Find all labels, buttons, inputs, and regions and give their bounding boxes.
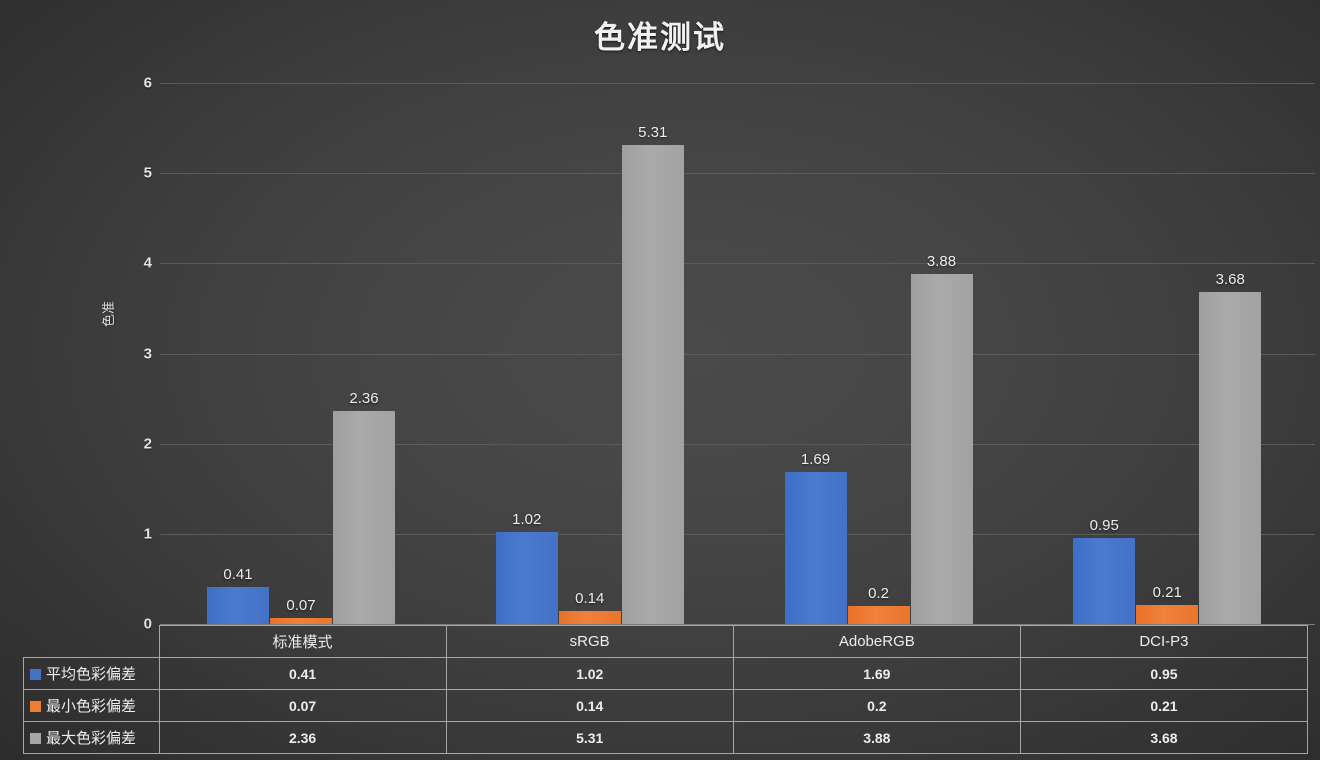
bar-value-label: 1.02 xyxy=(512,511,542,529)
table-cell: 3.88 xyxy=(732,721,1021,754)
table-cell: 1.02 xyxy=(445,657,734,690)
bar-value-label: 0.07 xyxy=(286,596,316,614)
table-cell: 0.07 xyxy=(158,689,447,722)
plot-area: 0.41 0.07 2.36 1.02 0.14 5.31 1.69 0.2 3.88 0.95 0… xyxy=(160,83,1315,625)
table-row: 最大色彩偏差 2.36 5.31 3.88 3.68 xyxy=(23,721,1309,754)
bar[interactable] xyxy=(558,611,621,624)
axis-baseline xyxy=(160,624,1315,625)
table-row: 平均色彩偏差 0.41 1.02 1.69 0.95 xyxy=(23,657,1309,690)
gridline xyxy=(160,83,1315,84)
data-table: 标准模式 sRGB AdobeRGB DCI-P3 平均色彩偏差 0.41 1.02 1.69… xyxy=(23,625,1309,754)
legend-entry[interactable]: 最大色彩偏差 xyxy=(23,721,160,754)
bar-value-label: 3.68 xyxy=(1215,271,1245,289)
category-header-cell: AdobeRGB xyxy=(732,625,1021,658)
gridline xyxy=(160,173,1315,175)
table-corner-cell xyxy=(24,626,160,658)
gridline xyxy=(160,443,1315,445)
gridline xyxy=(160,353,1315,355)
bar[interactable] xyxy=(495,532,558,624)
bar-value-label: 0.2 xyxy=(868,584,889,602)
bar[interactable] xyxy=(270,617,332,624)
table-cell: 0.21 xyxy=(1019,689,1309,722)
table-header-row: 标准模式 sRGB AdobeRGB DCI-P3 xyxy=(24,625,1309,658)
legend-entry[interactable]: 平均色彩偏差 xyxy=(23,657,160,690)
bar[interactable] xyxy=(784,471,847,624)
y-axis-tick-label: 3 xyxy=(143,345,152,362)
bar[interactable] xyxy=(1199,292,1262,624)
legend-entry[interactable]: 最小色彩偏差 xyxy=(23,689,160,722)
y-axis-tick-label: 4 xyxy=(143,254,152,272)
table-cell: 5.31 xyxy=(445,721,734,754)
bar-group: 0.95 0.21 3.68 xyxy=(1026,83,1315,624)
table-cell: 0.95 xyxy=(1019,657,1309,690)
y-axis-tick-label: 1 xyxy=(143,525,152,543)
y-axis-tick-label: 6 xyxy=(143,74,152,92)
legend-label: 平均色彩偏差 xyxy=(46,666,137,683)
bar-group: 0.41 0.07 2.36 xyxy=(160,83,449,624)
blue-swatch-icon xyxy=(30,669,41,680)
category-header-cell: sRGB xyxy=(445,625,734,658)
bar[interactable] xyxy=(910,274,973,624)
bar-value-label: 1.69 xyxy=(800,450,831,468)
bar-group: 1.69 0.2 3.88 xyxy=(738,83,1027,624)
bar-value-label: 0.95 xyxy=(1089,517,1119,535)
bar[interactable] xyxy=(847,605,910,624)
bar[interactable] xyxy=(333,411,395,624)
bar-value-label: 0.21 xyxy=(1152,584,1182,602)
legend-label: 最大色彩偏差 xyxy=(46,730,137,747)
y-axis-tick-label: 2 xyxy=(143,435,152,453)
bar-value-label: 5.31 xyxy=(638,124,668,142)
y-axis-tick-label: 0 xyxy=(143,615,152,633)
y-axis-tick-label: 5 xyxy=(143,164,152,182)
bar[interactable] xyxy=(1073,538,1136,624)
category-header-cell: 标准模式 xyxy=(158,625,447,658)
bar-value-label: 0.41 xyxy=(223,566,253,584)
table-row: 最小色彩偏差 0.07 0.14 0.2 0.21 xyxy=(23,689,1309,722)
bar-value-label: 2.36 xyxy=(349,390,379,408)
table-cell: 2.36 xyxy=(158,721,447,754)
table-cell: 1.69 xyxy=(732,657,1021,690)
bar[interactable] xyxy=(621,145,684,624)
bar-value-label: 3.88 xyxy=(926,253,957,271)
bar[interactable] xyxy=(207,587,269,624)
chart-title: 色准测试 xyxy=(594,20,726,55)
orange-swatch-icon xyxy=(30,701,41,712)
table-cell: 0.2 xyxy=(732,689,1021,722)
gray-swatch-icon xyxy=(30,733,41,744)
gridline xyxy=(160,263,1315,265)
legend-label: 最小色彩偏差 xyxy=(46,698,137,715)
table-cell: 0.14 xyxy=(445,689,734,722)
table-cell: 3.68 xyxy=(1019,721,1309,754)
bar-group: 1.02 0.14 5.31 xyxy=(449,83,738,624)
table-cell: 0.41 xyxy=(158,657,447,690)
gridline xyxy=(160,533,1315,535)
y-axis-tick-labels: 0 1 2 3 4 5 6 xyxy=(100,75,152,633)
bar-value-label: 0.14 xyxy=(575,590,605,608)
data-table-body: 标准模式 sRGB AdobeRGB DCI-P3 平均色彩偏差 0.41 1.02 1.69… xyxy=(23,625,1309,754)
bar[interactable] xyxy=(1136,605,1199,624)
category-header-cell: DCI-P3 xyxy=(1019,625,1309,658)
